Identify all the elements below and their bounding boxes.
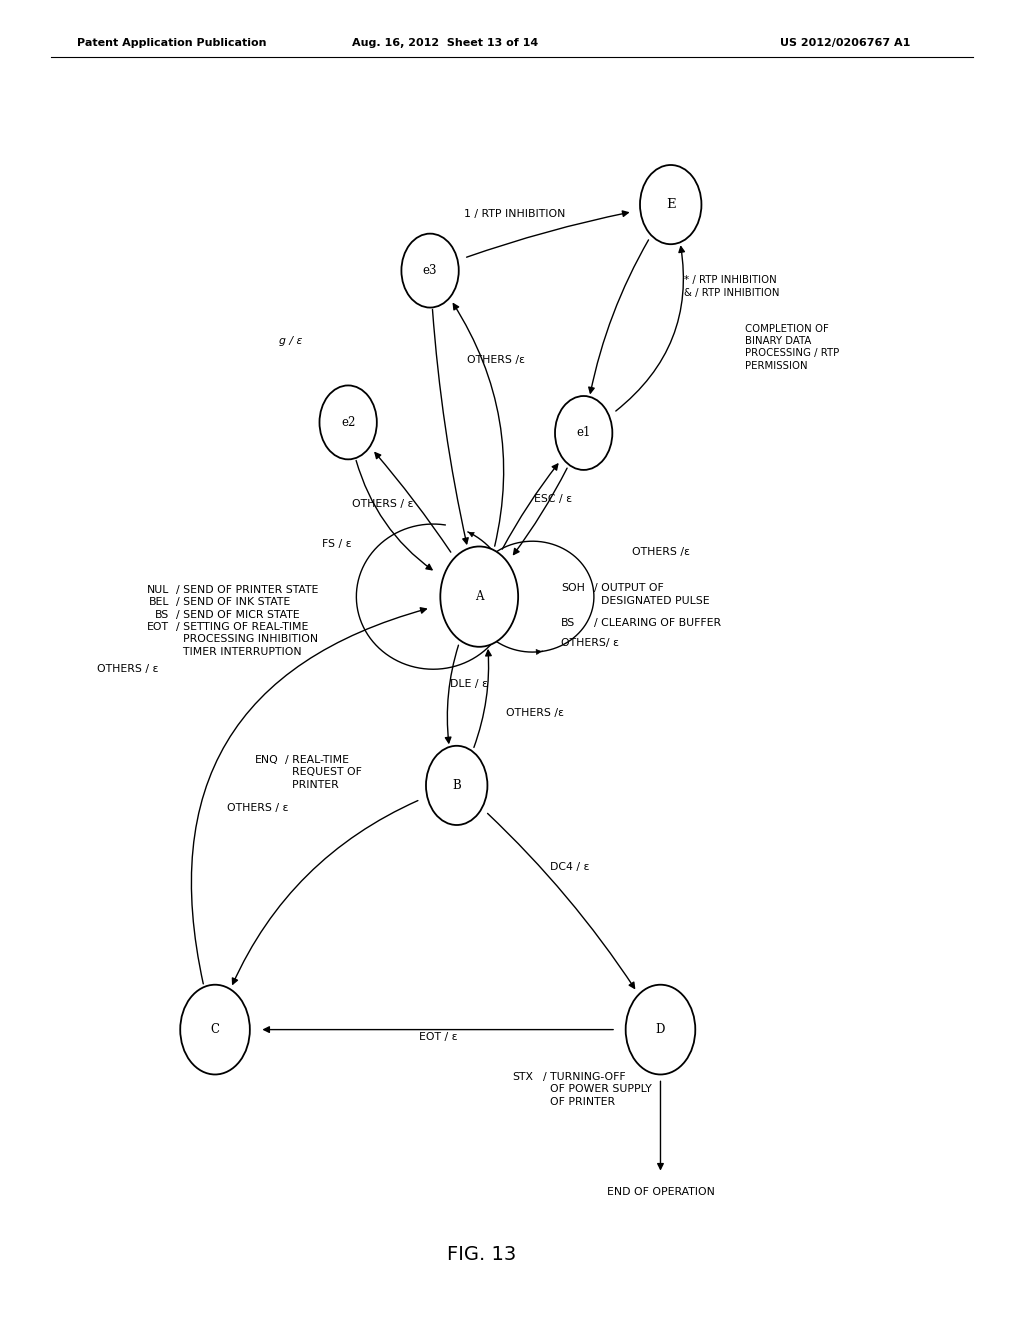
Text: FIG. 13: FIG. 13 (446, 1245, 516, 1263)
Text: BS: BS (561, 618, 575, 628)
FancyArrowPatch shape (454, 304, 504, 546)
Text: US 2012/0206767 A1: US 2012/0206767 A1 (779, 38, 910, 48)
Text: e3: e3 (423, 264, 437, 277)
Text: e2: e2 (341, 416, 355, 429)
Text: OTHERS / ε: OTHERS / ε (97, 664, 159, 675)
Circle shape (626, 985, 695, 1074)
Text: EOT / ε: EOT / ε (419, 1032, 458, 1043)
FancyArrowPatch shape (589, 240, 648, 393)
Text: e1: e1 (577, 426, 591, 440)
FancyArrowPatch shape (502, 465, 558, 549)
Text: / SEND OF PRINTER STATE
/ SEND OF INK STATE
/ SEND OF MICR STATE
/ SETTING OF RE: / SEND OF PRINTER STATE / SEND OF INK ST… (176, 585, 318, 657)
Text: OTHERS /ε: OTHERS /ε (506, 708, 564, 718)
Text: ESC / ε: ESC / ε (534, 494, 571, 504)
FancyArrowPatch shape (445, 645, 459, 743)
Text: DC4 / ε: DC4 / ε (550, 862, 589, 873)
Text: SOH: SOH (561, 583, 585, 594)
Text: / TURNING-OFF
  OF POWER SUPPLY
  OF PRINTER: / TURNING-OFF OF POWER SUPPLY OF PRINTER (543, 1072, 651, 1106)
Circle shape (401, 234, 459, 308)
FancyArrowPatch shape (467, 211, 629, 257)
Text: OTHERS / ε: OTHERS / ε (352, 499, 414, 510)
Text: B: B (453, 779, 461, 792)
FancyArrowPatch shape (474, 651, 492, 747)
Circle shape (440, 546, 518, 647)
Text: * / RTP INHIBITION
& / RTP INHIBITION: * / RTP INHIBITION & / RTP INHIBITION (684, 276, 779, 297)
Text: STX: STX (512, 1072, 534, 1082)
Text: / OUTPUT OF
  DESIGNATED PULSE: / OUTPUT OF DESIGNATED PULSE (594, 583, 710, 606)
FancyArrowPatch shape (513, 469, 567, 554)
Text: C: C (211, 1023, 219, 1036)
FancyArrowPatch shape (232, 800, 418, 985)
FancyArrowPatch shape (191, 607, 426, 983)
Circle shape (180, 985, 250, 1074)
Text: ENQ: ENQ (255, 755, 279, 766)
Text: D: D (655, 1023, 666, 1036)
Text: E: E (666, 198, 676, 211)
Text: FS / ε: FS / ε (322, 539, 351, 549)
Circle shape (555, 396, 612, 470)
Text: Aug. 16, 2012  Sheet 13 of 14: Aug. 16, 2012 Sheet 13 of 14 (352, 38, 539, 48)
Text: 1 / RTP INHIBITION: 1 / RTP INHIBITION (465, 209, 565, 219)
Text: g / ε: g / ε (279, 335, 302, 346)
FancyArrowPatch shape (432, 309, 468, 544)
Text: OTHERS /ε: OTHERS /ε (632, 546, 690, 557)
FancyArrowPatch shape (487, 813, 635, 989)
Text: COMPLETION OF
BINARY DATA
PROCESSING / RTP
PERMISSION: COMPLETION OF BINARY DATA PROCESSING / R… (745, 323, 840, 371)
Text: OTHERS /ε: OTHERS /ε (467, 355, 525, 366)
Circle shape (640, 165, 701, 244)
Text: NUL
BEL
BS
EOT: NUL BEL BS EOT (146, 585, 169, 632)
FancyArrowPatch shape (375, 453, 451, 552)
Text: DLE / ε: DLE / ε (450, 678, 488, 689)
Text: OTHERS / ε: OTHERS / ε (227, 803, 289, 813)
FancyArrowPatch shape (356, 461, 432, 570)
Text: / REAL-TIME
  REQUEST OF
  PRINTER: / REAL-TIME REQUEST OF PRINTER (285, 755, 361, 789)
Text: Patent Application Publication: Patent Application Publication (77, 38, 266, 48)
FancyArrowPatch shape (264, 1027, 613, 1032)
FancyArrowPatch shape (615, 247, 684, 411)
Text: A: A (475, 590, 483, 603)
Text: OTHERS/ ε: OTHERS/ ε (561, 638, 620, 648)
Circle shape (426, 746, 487, 825)
Circle shape (319, 385, 377, 459)
Text: / CLEARING OF BUFFER: / CLEARING OF BUFFER (594, 618, 721, 628)
Text: END OF OPERATION: END OF OPERATION (606, 1187, 715, 1197)
